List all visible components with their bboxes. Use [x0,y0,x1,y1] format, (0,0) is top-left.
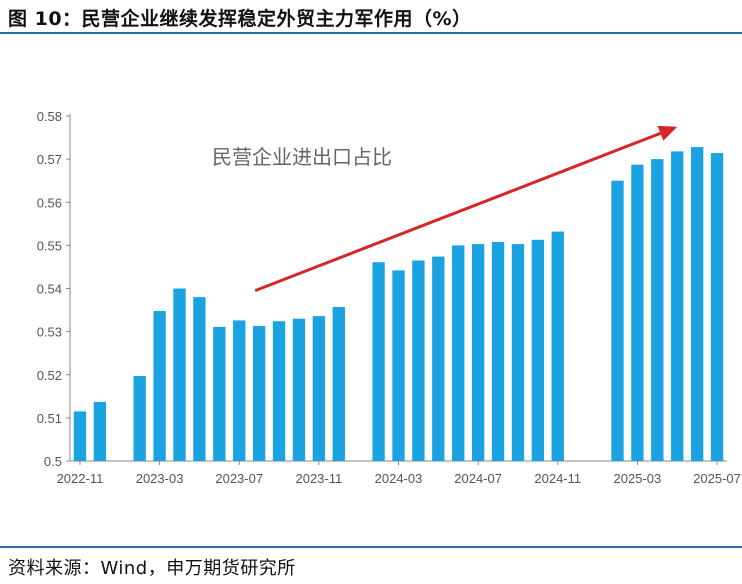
bar-chart: 0.5 0.51 0.52 0.53 0.54 0.55 0.56 0.57 0.58 2022-… [37,109,741,486]
bar [432,256,445,461]
x-tick-label: 2023-11 [295,471,342,486]
y-tick-label: 0.58 [37,109,62,124]
bar [252,326,266,461]
bar [452,245,465,461]
x-tick-label: 2025-03 [614,471,662,486]
x-tick-label: 2022-11 [57,471,104,486]
y-tick-label: 0.52 [37,368,62,383]
x-tick-label: 2023-03 [136,471,184,486]
x-tick-label: 2024-07 [454,471,502,486]
x-tick-label: 2024-03 [375,471,423,486]
bar [491,241,505,461]
title-bar: 图 10：民营企业继续发挥稳定外贸主力军作用（%） [0,0,742,34]
trend-arrow-head [657,125,678,141]
bar [531,239,545,461]
bar [372,262,385,461]
bar [93,401,107,461]
trend-arrow-line [254,131,661,293]
x-tick-label: 2023-07 [215,471,263,486]
bar [272,321,286,461]
bar [671,151,684,462]
y-tick-label: 0.5 [44,454,62,469]
bar [292,318,306,461]
bar [551,231,564,461]
bar [233,320,246,461]
bar [611,180,624,461]
bar [312,316,326,461]
bar [471,244,485,461]
y-tick-label: 0.53 [37,325,62,340]
source-note: 资料来源：Wind，申万期货研究所 [8,558,296,579]
x-tick-label: 2024-11 [534,471,581,486]
chart-area: 0.5 0.51 0.52 0.53 0.54 0.55 0.56 0.57 0.58 2022-… [0,36,742,546]
bar [153,310,166,461]
y-tick-label: 0.51 [37,411,62,426]
bar [213,326,226,461]
y-tick-label: 0.56 [37,195,62,210]
y-tick-label: 0.54 [37,282,62,297]
bar [710,153,724,461]
bar [133,376,146,461]
bar [690,147,704,462]
bar [332,307,345,461]
bar [392,270,405,461]
chart-annotation: 民营企业进出口占比 [212,145,392,169]
bar [193,297,206,461]
bar [412,260,425,461]
y-tick-label: 0.55 [37,238,62,253]
x-tick-label: 2025-07 [693,471,741,486]
source-bar: 资料来源：Wind，申万期货研究所 [0,546,742,584]
figure-title: 图 10：民营企业继续发挥稳定外贸主力军作用（%） [8,8,472,30]
bar [631,164,644,461]
y-tick-label: 0.57 [37,152,62,167]
bar [651,159,664,461]
bar [173,288,186,461]
bar [511,244,525,461]
bar [73,411,87,461]
